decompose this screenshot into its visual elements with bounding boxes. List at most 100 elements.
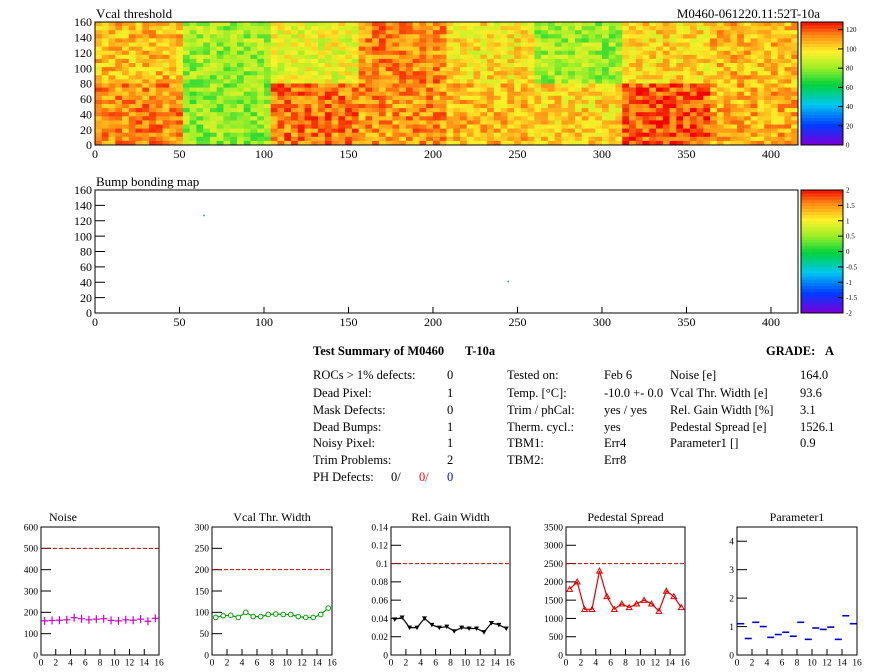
vcal-thr-width-point-1	[220, 612, 227, 619]
heatmap-cell	[223, 132, 231, 138]
heatmap-cell	[622, 140, 630, 146]
heatmap-cell	[426, 22, 434, 27]
heatmap-cell	[527, 120, 535, 125]
heatmap-cell	[405, 128, 414, 134]
heatmap-cell	[412, 132, 420, 138]
heatmap-cell	[399, 128, 407, 134]
heatmap-cell	[405, 58, 414, 64]
heatmap-cell	[162, 112, 170, 117]
heatmap-cell	[378, 112, 387, 117]
heatmap-cell	[108, 132, 116, 138]
heatmap-cell	[574, 71, 583, 76]
heatmap-cell	[108, 22, 116, 27]
heatmap-cell	[108, 140, 116, 146]
heatmap-cell	[642, 30, 650, 35]
heatmap-cell	[696, 116, 704, 121]
heatmap-cell	[135, 128, 143, 134]
heatmap-cell	[662, 71, 670, 76]
heatmap-cell	[487, 34, 495, 39]
heatmap-cell	[656, 22, 664, 27]
x-tick-label: 100	[255, 147, 273, 161]
heatmap-cell	[378, 22, 387, 27]
heatmap-cell	[446, 50, 454, 56]
heatmap-cell	[399, 120, 407, 125]
heatmap-cell	[473, 26, 481, 31]
heatmap-cell	[487, 79, 495, 84]
heatmap-cell	[446, 116, 454, 121]
heatmap-cell	[284, 67, 292, 72]
heatmap-cell	[122, 95, 130, 101]
heatmap-cell	[331, 104, 339, 109]
heatmap-cell	[588, 46, 596, 52]
heatmap-cell	[460, 26, 468, 31]
heatmap-cell	[541, 95, 549, 101]
heatmap-cell	[764, 128, 772, 134]
heatmap-cell	[730, 34, 738, 39]
heatmap-cell	[743, 120, 752, 125]
heatmap-cell	[297, 124, 305, 129]
heatmap-cell	[291, 63, 299, 68]
heatmap-cell	[412, 38, 420, 43]
heatmap-cell	[757, 128, 765, 134]
heatmap-cell	[520, 67, 529, 72]
heatmap-cell	[392, 42, 400, 47]
heatmap-cell	[108, 112, 116, 117]
heatmap-cell	[439, 38, 447, 43]
heatmap-cell	[507, 42, 515, 47]
heatmap-cell	[460, 75, 468, 80]
heatmap-cell	[203, 120, 211, 125]
heatmap-cell	[101, 124, 109, 129]
heatmap-cell	[257, 26, 265, 31]
heatmap-cell	[446, 104, 454, 109]
heatmap-cell	[696, 128, 704, 134]
heatmap-cell	[399, 38, 407, 43]
heatmap-cell	[101, 26, 109, 31]
heatmap-cell	[629, 71, 637, 76]
heatmap-cell	[128, 83, 136, 88]
heatmap-cell	[304, 124, 312, 129]
heatmap-cell	[480, 63, 488, 68]
heatmap-cell	[263, 75, 272, 80]
heatmap-cell	[574, 87, 583, 93]
color-scale-1-band	[801, 68, 843, 72]
heatmap-cell	[399, 34, 407, 39]
heatmap-cell	[777, 140, 785, 146]
heatmap-cell	[608, 46, 616, 52]
heatmap-cell	[108, 99, 116, 105]
x-tick-label: 12	[125, 659, 135, 669]
heatmap-cell	[378, 34, 387, 39]
heatmap-cell	[507, 104, 515, 109]
heatmap-cell	[473, 140, 481, 146]
heatmap-cell	[162, 108, 170, 113]
heatmap-cell	[392, 83, 400, 88]
heatmap-cell	[662, 87, 670, 93]
heatmap-cell	[743, 91, 752, 97]
heatmap-cell	[378, 67, 387, 72]
heatmap-cell	[622, 108, 630, 113]
heatmap-cell	[581, 30, 589, 35]
heatmap-cell	[196, 54, 204, 60]
heatmap-cell	[419, 50, 427, 56]
heatmap-cell	[338, 83, 346, 88]
heatmap-cell	[122, 120, 130, 125]
heatmap-cell	[412, 46, 420, 52]
heatmap-cell	[351, 42, 360, 47]
heatmap-cell	[669, 75, 677, 80]
heatmap-cell	[581, 46, 589, 52]
heatmap-cell	[595, 46, 603, 52]
heatmap-cell	[196, 46, 204, 52]
heatmap-cell	[263, 116, 272, 121]
heatmap-cell	[101, 95, 109, 101]
heatmap-cell	[419, 120, 427, 125]
heatmap-cell	[311, 99, 319, 105]
heatmap-cell	[791, 67, 799, 72]
heatmap-cell	[209, 116, 218, 121]
heatmap-cell	[284, 95, 292, 101]
y-tick-label: 20	[80, 291, 92, 305]
heatmap-cell	[500, 63, 508, 68]
heatmap-cell	[385, 116, 393, 121]
heatmap-cell	[527, 46, 535, 52]
heatmap-cell	[554, 46, 562, 52]
heatmap-cell	[426, 71, 434, 76]
heatmap-cell	[608, 22, 616, 27]
